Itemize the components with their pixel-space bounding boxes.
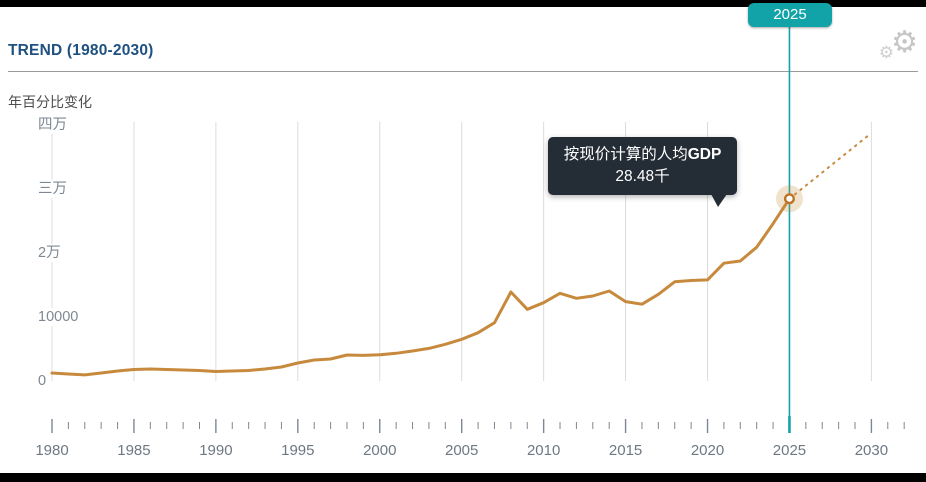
gdp-line[interactable] — [50, 197, 791, 377]
x-axis-label-1980: 1980 — [35, 442, 69, 459]
y-axis-label-40000: 四万 — [38, 116, 69, 134]
x-axis-label-2025: 2025 — [772, 442, 807, 459]
tooltip-caret — [711, 194, 727, 207]
timeline-year-badge[interactable]: 2025 — [748, 3, 832, 27]
data-tooltip: 按现价计算的人均GDP 28.48千 — [548, 137, 737, 207]
forecast-line[interactable] — [788, 132, 873, 200]
data-point-marker[interactable] — [783, 193, 795, 205]
gear-small-icon: ⚙ — [878, 43, 894, 62]
y-axis-label-10000: 10000 — [38, 308, 81, 326]
x-axis-label-1985: 1985 — [117, 442, 151, 459]
tooltip-label: 按现价计算的人均GDP — [563, 146, 722, 163]
settings-gear-icon[interactable]: ⚙ ⚙ — [876, 28, 920, 68]
x-axis-label-1990: 1990 — [199, 442, 233, 459]
top-black-bar — [0, 0, 926, 7]
header-divider — [8, 71, 918, 72]
y-axis-unit-label: 年百分比变化 — [8, 94, 92, 110]
x-axis-label-1995: 1995 — [281, 442, 315, 459]
gear-large-icon: ⚙ — [891, 26, 918, 59]
bottom-black-bar — [0, 473, 926, 482]
x-axis-label-2020: 2020 — [690, 442, 725, 459]
y-axis-label-30000: 三万 — [38, 180, 69, 198]
x-axis-label-2015: 2015 — [608, 442, 643, 459]
x-axis-label-2005: 2005 — [445, 442, 479, 459]
y-axis-label-20000: 2万 — [38, 244, 63, 262]
tooltip-value: 28.48千 — [615, 168, 670, 185]
y-axis-label-0: 0 — [38, 372, 49, 390]
chart-title: TREND (1980-2030) — [8, 42, 154, 59]
x-axis-label-2010: 2010 — [526, 442, 561, 459]
x-axis-label-2000: 2000 — [363, 442, 397, 459]
x-axis-label-2030: 2030 — [854, 442, 889, 459]
